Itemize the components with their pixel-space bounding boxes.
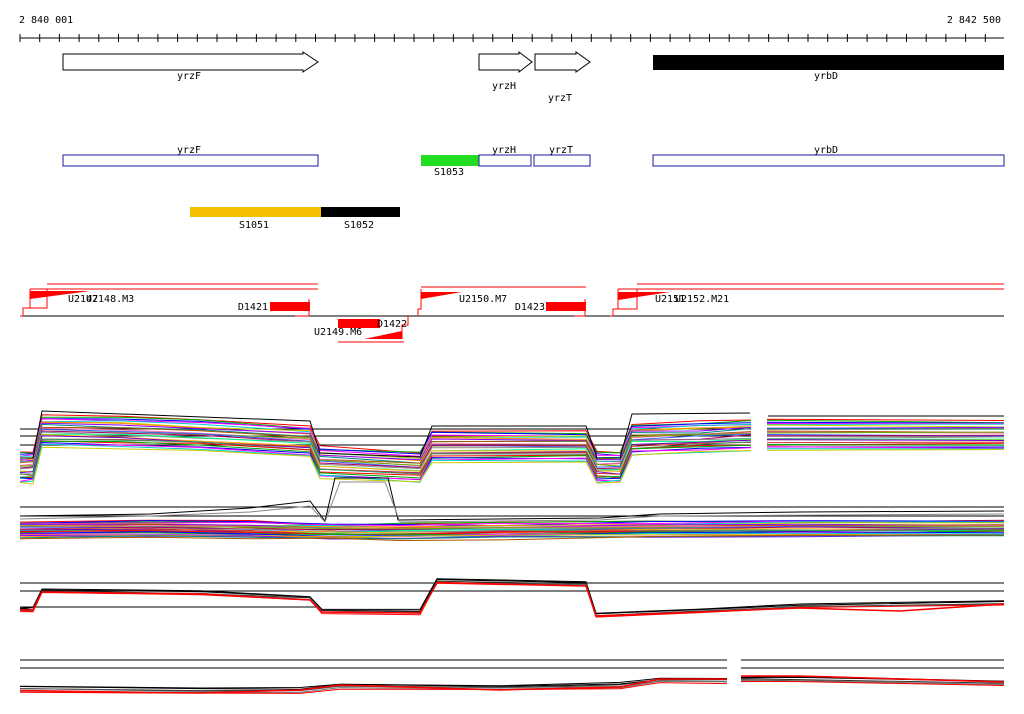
gene-box-yrzH[interactable] [478,154,532,167]
gene-box-yrbD[interactable] [652,154,1005,167]
expression-trace [19,527,1005,534]
segment-label-S1053: S1053 [434,167,464,178]
transcript-step [610,289,619,317]
segment-track: S1051 S1052 [190,207,400,231]
transcript-label-U2150: U2150.M7 [459,294,507,305]
expression-trace [19,481,1005,523]
transcript-label-D1421: D1421 [238,302,268,313]
gene-arrow-yrzT[interactable] [534,51,591,73]
expression-trace [19,422,1005,462]
expression-panel-2 [19,477,1005,542]
gene-yrzF[interactable]: yrzF [62,51,319,82]
expression-trace [19,414,1005,454]
expression-trace [19,440,1005,479]
expression-trace [19,582,1005,617]
segment-S1051[interactable] [190,207,321,217]
feature-D1423[interactable] [546,302,586,311]
expression-trace [19,526,1005,531]
promoter-wedge [30,291,90,299]
expression-trace [19,446,1005,485]
feature-D1422[interactable] [338,319,380,328]
expression-trace [19,477,1005,523]
expression-trace [19,580,1005,617]
transcript-U2148[interactable]: U2147 U2148.M3 [20,283,318,317]
gene-label-yrzH: yrzH [492,81,516,92]
expression-trace [19,530,1005,537]
expression-trace [19,675,1005,694]
ruler-end-label: 2 842 500 [947,15,1001,26]
expression-panel-1 [19,405,1005,485]
expression-trace [19,676,1005,690]
data-gap [751,405,767,463]
transcript-U2150[interactable]: U2150.M7 [417,286,586,317]
transcript-D1423[interactable]: D1423 [515,302,586,313]
promoter-wedge [421,292,462,299]
expression-trace [19,680,1005,694]
expression-panel-3 [19,578,1005,618]
expression-trace [19,438,1005,478]
transcript-label-U2147: U2147 [68,294,98,305]
gene-track: yrzF yrzH yrzT yrbD [62,50,1004,104]
gene-yrzT[interactable]: yrzT [534,51,591,104]
gene-box-label-yrzT: yrzT [549,145,573,156]
segment-S1053[interactable] [421,155,479,166]
transcript-label-U2149: U2149.M6 [314,327,362,338]
gene-yrzH[interactable]: yrzH [478,50,533,92]
expression-trace [19,430,1005,470]
expression-trace [19,441,1005,481]
transcript-label-U2151: U2151 [655,294,685,305]
expression-trace [19,520,1005,527]
expression-trace [19,534,1005,542]
transcript-label-D1422: D1422 [377,319,407,330]
gene-yrbD[interactable]: yrbD [653,55,1004,82]
transcript-track: U2147 U2148.M3 D1421 U2149.M6 D1422 U215… [20,283,1004,343]
gene-label-yrzT: yrzT [548,93,572,104]
segment-S1052[interactable] [321,207,400,217]
expression-panel-4 [19,652,1005,694]
feature-D1421[interactable] [270,302,310,311]
expression-trace [19,525,1005,529]
ruler-ticks [19,34,986,42]
gene-box-yrzF[interactable] [62,154,319,167]
expression-trace [19,421,1004,462]
ruler-start-label: 2 840 001 [19,15,73,26]
expression-trace [19,581,1005,618]
promoter-wedge [618,292,670,300]
expression-trace [19,438,1005,477]
expression-trace [20,582,1005,617]
expression-trace [20,410,751,459]
gene-box-yrzT[interactable] [533,154,591,167]
gene-box-label-yrzF: yrzF [177,145,201,156]
transcript-U2149[interactable]: U2149.M6 [314,316,409,343]
transcript-step [417,289,422,316]
expression-trace [19,426,1005,465]
data-gap [727,652,741,692]
gene-box-track: yrzF S1053 yrzH yrzT yrbD [62,145,1005,178]
gene-arrow-yrbD[interactable] [653,55,1004,70]
expression-trace [19,520,1005,527]
expression-trace [19,443,1005,483]
coordinate-ruler: 2 840 001 2 842 500 [19,15,1004,42]
transcript-label-U2148: U2148.M3 [86,294,134,305]
expression-trace [19,418,1005,457]
gene-arrow-yrzH[interactable] [478,50,533,74]
promoter-wedge [364,331,402,339]
transcript-D1421[interactable]: D1421 [238,302,310,313]
gene-box-label-yrzH: yrzH [492,145,516,156]
expression-trace [19,675,1005,689]
transcript-label-U2152: U2152.M21 [675,294,729,305]
gene-label-yrbD: yrbD [814,71,838,82]
segment-label-S1052: S1052 [344,220,374,231]
transcript-D1422[interactable]: D1422 [338,319,407,330]
transcript-step [401,316,409,339]
gene-box-label-yrbD: yrbD [814,145,838,156]
segment-label-S1051: S1051 [239,220,269,231]
transcript-U2152[interactable]: U2151 U2152.M21 [610,283,1004,317]
transcript-step [20,289,31,317]
gene-arrow-yrzF[interactable] [62,51,319,73]
transcript-label-D1423: D1423 [515,302,545,313]
gene-label-yrzF: yrzF [177,71,201,82]
